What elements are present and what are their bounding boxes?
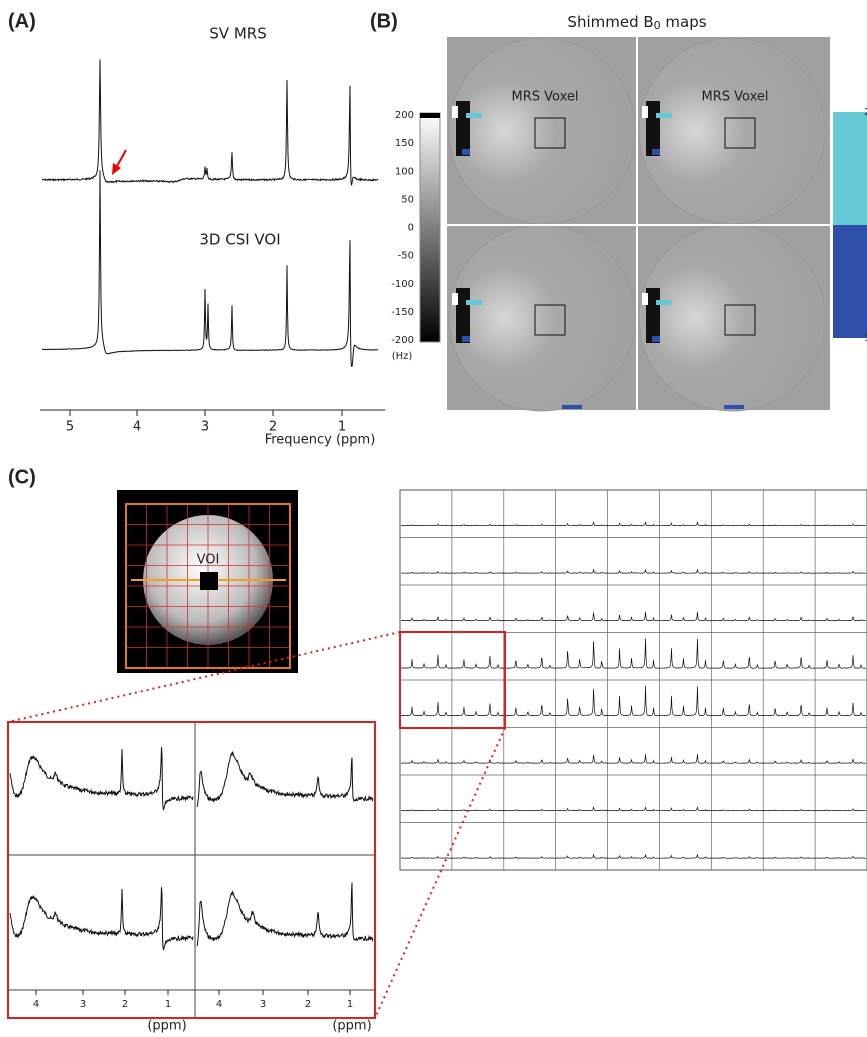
colorbar-ticks: 200 150 100 50 0 -50 -100 -150 -200 — [391, 110, 414, 346]
colorbar-tick-label: -150 — [391, 307, 414, 318]
x-tick-label: 3 — [260, 999, 266, 1010]
voxel-label: MRS Voxel — [702, 90, 769, 105]
artifact — [452, 293, 458, 305]
x-tick-label: 4 — [216, 999, 222, 1010]
spectrum — [42, 170, 378, 367]
panel-label: (B) — [370, 10, 398, 32]
colorbar-unit: (Hz) — [392, 351, 413, 362]
x-tick-label: 2 — [269, 420, 277, 435]
mask-cyan — [833, 112, 867, 225]
maps-title: Shimmed B0 maps — [567, 13, 706, 33]
spectra: 5 4 3 2 1 — [41, 59, 378, 435]
x-tick-label: 2 — [122, 999, 128, 1010]
title-text: Shimmed B — [567, 13, 653, 31]
colorbar-tick-label: 200 — [395, 110, 414, 121]
x-tick-label: 4 — [33, 999, 39, 1010]
mask-px — [724, 405, 744, 409]
colorbar-tick-label: 50 — [401, 194, 414, 205]
colorbar-tick-label: -200 — [391, 335, 414, 346]
colorbar-cap — [420, 113, 440, 118]
artifact — [646, 288, 660, 343]
spectrum — [401, 806, 867, 812]
colorbar-tick-label: 150 — [395, 138, 414, 149]
map-disk — [448, 37, 636, 225]
voxel — [724, 117, 756, 149]
x-tick-label: 1 — [347, 999, 353, 1010]
spectrum — [401, 521, 867, 527]
arrow-head — [112, 163, 121, 175]
axis-label: (ppm) — [147, 1019, 186, 1034]
zoom-box — [7, 721, 376, 1019]
voxel-label: MRS Voxel — [512, 90, 579, 105]
mask-tick: 1 — [864, 333, 867, 344]
border — [125, 503, 291, 669]
x-tick-label: 4 — [133, 420, 141, 435]
arrow — [115, 149, 127, 169]
title-subscript: 0 — [654, 19, 661, 32]
map-disk — [448, 224, 636, 412]
artifact — [642, 293, 648, 305]
axis-label: (ppm) — [332, 1019, 371, 1034]
spectrum — [401, 638, 867, 669]
colorbar-tick-label: -100 — [391, 279, 414, 290]
x-tick-label: 2 — [305, 999, 311, 1010]
panel-label: (C) — [8, 466, 36, 488]
mask-px — [466, 300, 482, 305]
spectrum — [401, 568, 867, 574]
spectrum — [196, 882, 374, 947]
spectrum — [401, 853, 867, 859]
colorbar-tick-label: -50 — [398, 251, 414, 262]
spectrum — [41, 59, 378, 186]
spectrum-title: 3D CSI VOI — [199, 231, 280, 249]
zoom-line — [7, 631, 401, 723]
voxel — [534, 304, 566, 336]
spectrum — [9, 887, 194, 951]
axis-label: Frequency (ppm) — [265, 433, 376, 448]
mask-px — [656, 300, 672, 305]
mask-px — [562, 405, 582, 409]
mask-px — [466, 113, 482, 118]
voxel — [724, 304, 756, 336]
spectrum — [196, 751, 374, 808]
zoom-line — [374, 727, 506, 1019]
artifact — [642, 106, 648, 118]
title-text: maps — [661, 13, 707, 31]
mask-px — [462, 336, 470, 342]
x-tick-label: 1 — [338, 420, 346, 435]
x-tick-label: 5 — [66, 420, 74, 435]
csi-grid — [125, 503, 291, 669]
voxel — [534, 117, 566, 149]
map-disk — [638, 224, 826, 412]
panel-label: (A) — [8, 10, 36, 32]
selection — [399, 631, 506, 729]
artifact — [646, 101, 660, 156]
mask-blue — [833, 225, 867, 338]
voi-label: VOI — [197, 553, 220, 568]
colorbar — [419, 112, 441, 343]
mask-px — [652, 149, 660, 155]
spectrum — [9, 747, 194, 811]
x-tick-label: 1 — [165, 999, 171, 1010]
spectrum — [401, 611, 867, 622]
voxel — [200, 572, 218, 590]
mask-px — [656, 113, 672, 118]
grid-spectra — [400, 490, 867, 870]
x-tick-label: 3 — [201, 420, 209, 435]
mask-px — [462, 149, 470, 155]
artifact — [456, 288, 470, 343]
b0-maps — [448, 37, 826, 412]
colorbar-tick-label: 0 — [408, 223, 414, 234]
zoom-spectra: 4 3 2 1 4 3 2 1 — [9, 747, 374, 1010]
x-tick-label: 3 — [80, 999, 86, 1010]
colorbar-tick-label: 100 — [395, 166, 414, 177]
mask-tick: 2 — [864, 107, 867, 118]
map-disk — [638, 37, 826, 225]
spectrum-title: SV MRS — [209, 25, 266, 43]
spectrum — [401, 685, 867, 717]
spectrum — [401, 754, 867, 764]
artifact — [456, 101, 470, 156]
mask-px — [652, 336, 660, 342]
artifact — [452, 106, 458, 118]
